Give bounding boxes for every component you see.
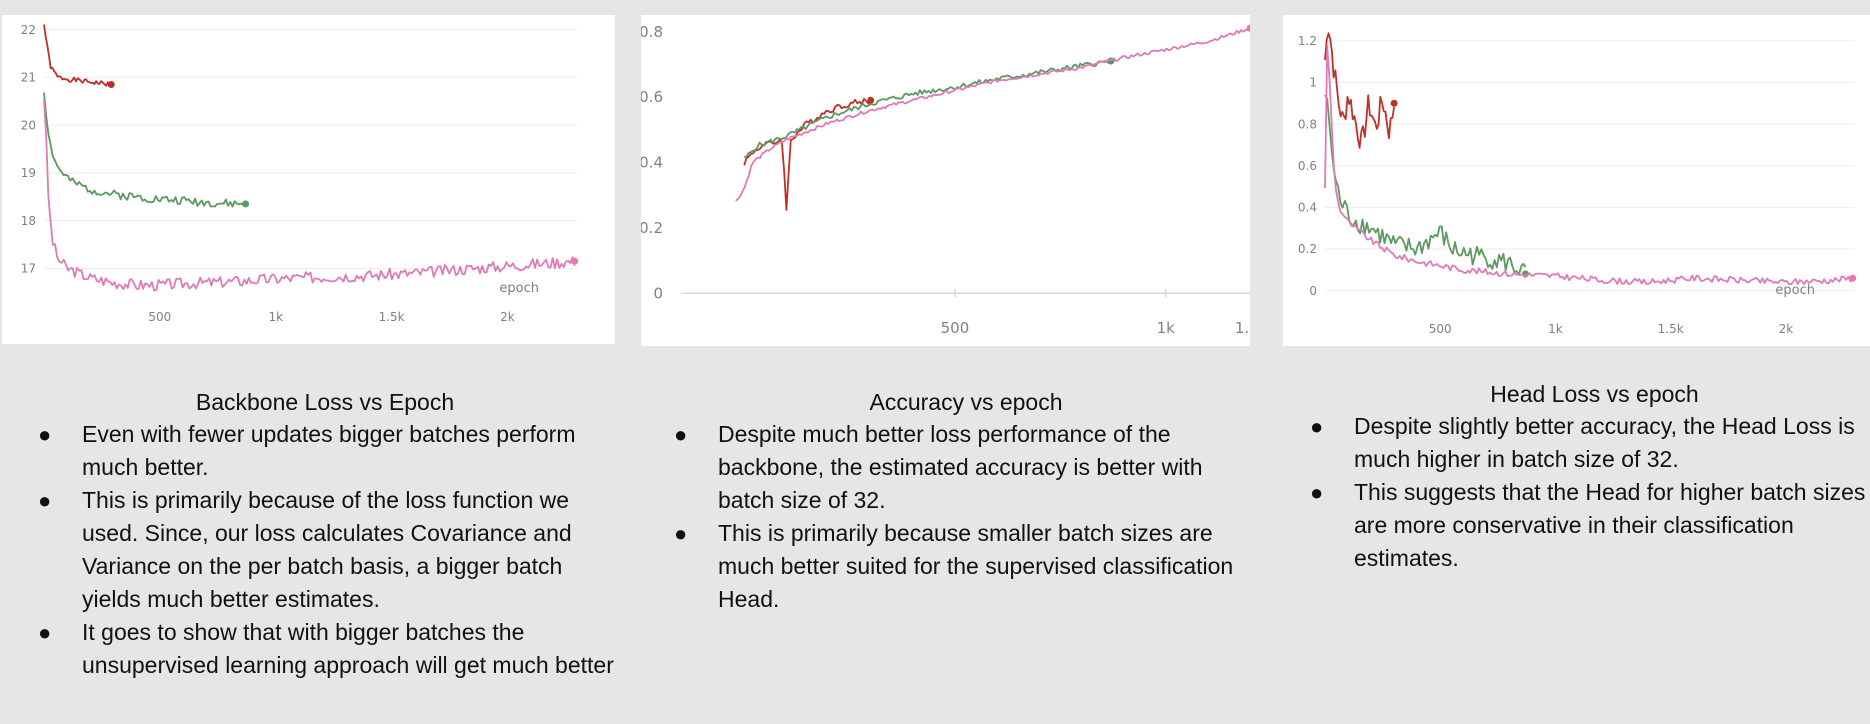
bullet-text: This is primarily because smaller batch …: [718, 520, 1234, 612]
series-endpoint-large_batch: [107, 80, 115, 88]
y-tick-label: 17: [21, 262, 36, 276]
bullet-list: ● Even with fewer updates bigger batches …: [30, 418, 620, 682]
y-tick-label: 18: [21, 214, 36, 228]
series-endpoint-medium_batch: [242, 200, 250, 208]
y-tick-label: 0.4: [1298, 201, 1317, 215]
head-caption: Head Loss vs epoch ● Despite slightly bet…: [1302, 380, 1867, 575]
bullet-icon: ●: [674, 422, 688, 447]
series-endpoint-small_batch: [571, 257, 579, 265]
list-item: ● This suggests that the Head for higher …: [1302, 476, 1867, 575]
y-tick-label: 1.2: [1298, 34, 1317, 48]
x-axis-label: epoch: [499, 281, 539, 296]
bullet-icon: ●: [38, 620, 52, 645]
series-line-small_batch: [43, 99, 576, 292]
series-endpoint-large_batch: [867, 96, 875, 104]
list-item: ● This is primarily because smaller batch…: [666, 517, 1256, 616]
bullet-text: Even with fewer updates bigger batches p…: [82, 421, 576, 480]
bullet-text: It goes to show that with bigger batches…: [82, 619, 614, 678]
series-line-large_batch: [43, 24, 112, 87]
y-tick-label: 0: [653, 284, 663, 302]
x-axis-label: epoch: [1775, 283, 1815, 298]
bullet-list: ● Despite slightly better accuracy, the H…: [1302, 410, 1867, 575]
bullet-icon: ●: [38, 422, 52, 447]
y-tick-label: 0.2: [1298, 242, 1317, 256]
x-tick-label: 1.: [1235, 319, 1249, 337]
bullet-icon: ●: [1310, 480, 1324, 505]
y-tick-label: 0.4: [641, 154, 663, 172]
list-item: ● Despite slightly better accuracy, the H…: [1302, 410, 1867, 476]
accuracy-svg: 0 0.2 0.4 0.6 0.8 500 1k 1.: [641, 23, 1250, 337]
y-tick-label: 20: [21, 118, 36, 132]
bullet-text: Despite much better loss performance of …: [718, 421, 1203, 513]
bullet-icon: ●: [674, 521, 688, 546]
caption-title: Accuracy vs epoch: [869, 389, 1063, 415]
backbone-loss-chart: 17 18 19 20 21 22 500 1k 1.5k 2k epoch: [2, 15, 615, 344]
x-tick-label: 500: [1429, 322, 1452, 336]
series-line-medium_batch: [744, 58, 1112, 158]
x-tick-label: 1.5k: [1658, 322, 1684, 336]
list-item: ● Despite much better loss performance of…: [666, 418, 1256, 517]
caption-title: Head Loss vs epoch: [1490, 381, 1699, 407]
bullet-list: ● Despite much better loss performance of…: [666, 418, 1256, 616]
accuracy-caption: Accuracy vs epoch ● Despite much better l…: [666, 388, 1256, 616]
bullet-icon: ●: [38, 488, 52, 513]
series-line-medium_batch: [43, 92, 247, 208]
series-endpoint-small_batch: [1246, 24, 1250, 32]
x-tick-label: 500: [148, 310, 171, 324]
x-tick-label: 2k: [500, 310, 515, 324]
y-tick-label: 0.6: [641, 88, 663, 106]
y-tick-label: 22: [21, 23, 36, 37]
head-loss-svg: 0 0.2 0.4 0.6 0.8 1 1.2 500 1k 1.5k 2k epoch: [1298, 32, 1857, 336]
y-tick-label: 0.8: [641, 23, 663, 41]
y-tick-label: 21: [21, 71, 36, 85]
accuracy-chart: 0 0.2 0.4 0.6 0.8 500 1k 1.: [641, 15, 1250, 346]
series-endpoint-small_batch: [1849, 274, 1857, 282]
bullet-text: This is primarily because of the loss fu…: [82, 487, 572, 612]
x-tick-label: 1.5k: [379, 310, 405, 324]
y-tick-label: 0: [1309, 284, 1317, 298]
x-tick-label: 1k: [1157, 319, 1176, 337]
caption-title: Backbone Loss vs Epoch: [195, 389, 455, 415]
x-tick-label: 1k: [268, 310, 283, 324]
list-item: ● This is primarily because of the loss f…: [30, 484, 620, 616]
head-loss-chart: 0 0.2 0.4 0.6 0.8 1 1.2 500 1k 1.5k 2k epoch: [1283, 15, 1870, 346]
y-tick-label: 0.2: [641, 219, 663, 237]
x-tick-label: 2k: [1779, 322, 1794, 336]
bullet-icon: ●: [1310, 414, 1324, 439]
backbone-loss-svg: 17 18 19 20 21 22 500 1k 1.5k 2k epoch: [21, 23, 579, 324]
y-tick-label: 0.6: [1298, 159, 1317, 173]
series-line-small_batch: [735, 27, 1250, 202]
list-item: ● It goes to show that with bigger batche…: [30, 616, 620, 682]
bullet-text: Despite slightly better accuracy, the He…: [1354, 413, 1855, 472]
list-item: ● Even with fewer updates bigger batches …: [30, 418, 620, 484]
x-tick-label: 1k: [1548, 322, 1563, 336]
backbone-caption: Backbone Loss vs Epoch ● Even with fewer …: [30, 388, 620, 682]
series-line-large_batch: [1324, 32, 1395, 149]
series-line-medium_batch: [1324, 94, 1527, 276]
series-line-large_batch: [743, 97, 872, 211]
x-tick-label: 500: [941, 319, 970, 337]
series-line-small_batch: [1324, 45, 1854, 286]
series-endpoint-large_batch: [1390, 99, 1398, 107]
bullet-text: This suggests that the Head for higher b…: [1354, 479, 1866, 571]
y-tick-label: 0.8: [1298, 117, 1317, 131]
y-tick-label: 1: [1309, 76, 1317, 90]
y-tick-label: 19: [21, 166, 36, 180]
